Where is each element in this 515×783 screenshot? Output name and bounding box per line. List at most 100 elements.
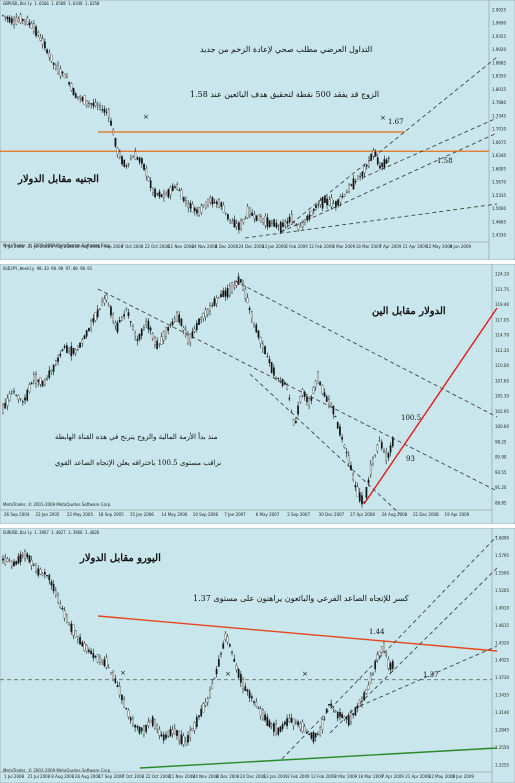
- eurusd-candle-body: [15, 560, 18, 565]
- eurusd-x-tick: 1 Jul 2008: [4, 774, 25, 779]
- usdjpy-candle-body: [264, 346, 266, 355]
- usdjpy-candle-body: [149, 327, 152, 331]
- eurusd-candle-body: [8, 560, 11, 562]
- eurusd-candle-body: [328, 704, 330, 706]
- gbpusd-candle-body: [335, 201, 337, 208]
- eurusd-candle-body: [376, 654, 379, 661]
- gbpusd-candle-body: [297, 224, 300, 230]
- eurusd-candle-body: [292, 718, 295, 726]
- eurusd-candle-body: [28, 555, 31, 563]
- eurusd-x-tick: 7 Oct 2008: [122, 774, 145, 779]
- usdjpy-candle-body: [277, 378, 280, 379]
- eurusd-candle-body: [266, 716, 269, 726]
- usdjpy-candle-body: [356, 486, 359, 497]
- usdjpy-candle-body: [26, 389, 29, 401]
- gbpusd-candle-body: [123, 159, 126, 167]
- gbpusd-y-tick: 1.5335: [492, 193, 506, 198]
- usdjpy-x-tick: 26 Sep 2004: [4, 512, 30, 517]
- eurusd-candle-body: [147, 721, 150, 726]
- eurusd-candle-body: [118, 686, 121, 696]
- gbpusd-candle-body: [81, 97, 84, 101]
- usdjpy-x-tick: 27 Apr 2008: [350, 512, 375, 517]
- eurusd-candle-body: [77, 636, 79, 640]
- eurusd-candle-body: [52, 584, 55, 592]
- eurusd-candle-body: [354, 707, 357, 716]
- eurusd-candle-body: [43, 572, 46, 575]
- usdjpy-y-tick: 114.70: [495, 333, 509, 338]
- eurusd-candle-body: [83, 643, 86, 651]
- gbpusd-x-tick: 8 Aug 2008: [51, 244, 75, 249]
- eurusd-candle-body: [363, 692, 366, 701]
- eurusd-candle-body: [70, 623, 73, 632]
- usdjpy-candle-body: [4, 402, 7, 409]
- eurusd-candle-body: [330, 703, 332, 707]
- usdjpy-candle-body: [317, 371, 319, 384]
- usdjpy-y-tick: 102.95: [495, 409, 509, 414]
- eurusd-candle-body: [24, 551, 26, 559]
- gbpusd-y-tick: 1.7680: [492, 100, 506, 105]
- usdjpy-candle-body: [262, 343, 264, 349]
- gbpusd-annotation-2: الزوج قد يفقد 500 نقطة لتحقيق هدف البائع…: [190, 90, 379, 99]
- gbpusd-candle-body: [262, 217, 264, 223]
- usdjpy-candle-body: [13, 391, 15, 393]
- gbpusd-candle-body: [154, 188, 156, 198]
- gbpusd-x-tick: 1 Jul 2008: [4, 244, 25, 249]
- gbpusd-candle-body: [352, 178, 355, 190]
- gbpusd-candle-body: [107, 109, 110, 118]
- eurusd-candle-body: [217, 659, 220, 667]
- gbpusd-candle-body: [383, 159, 386, 168]
- gbpusd-x-tick: 12 May 2009: [426, 244, 453, 249]
- usdjpy-candle-body: [328, 399, 330, 405]
- gbpusd-chart: GBPUSD,Daily 1.6566 1.6588 1.6348 1.6350…: [0, 0, 515, 260]
- usdjpy-candle-body: [222, 290, 225, 297]
- gbpusd-trend-line: [361, 117, 498, 179]
- usdjpy-candle-body: [319, 381, 321, 386]
- eurusd-candle-body: [255, 701, 258, 707]
- gbpusd-candle-body: [110, 120, 112, 126]
- usdjpy-candle-body: [63, 346, 66, 348]
- gbpusd-candle-body: [213, 202, 216, 204]
- gbpusd-x-tick: 2 Feb 2009: [285, 244, 308, 249]
- eurusd-x-tick: 3 Mar 2009: [334, 774, 357, 779]
- gbpusd-candle-body: [229, 218, 231, 221]
- gbpusd-candle-body: [374, 152, 377, 157]
- usdjpy-candle-body: [8, 393, 11, 402]
- usdjpy-candle-body: [10, 393, 13, 395]
- usdjpy-candle-body: [206, 309, 209, 315]
- eurusd-candle-body: [347, 715, 350, 726]
- usdjpy-y-tick: 93.55: [495, 470, 507, 475]
- eurusd-candle-body: [367, 685, 370, 690]
- usdjpy-candle-body: [358, 492, 361, 502]
- usdjpy-candle-body: [303, 391, 306, 397]
- usdjpy-candle-body: [297, 405, 299, 415]
- eurusd-candle-body: [184, 741, 187, 747]
- eurusd-candle-body: [275, 723, 277, 734]
- usdjpy-candle-body: [101, 301, 103, 306]
- gbpusd-candle-body: [238, 222, 240, 230]
- usdjpy-y-tick: 112.35: [495, 348, 509, 353]
- gbpusd-candle-body: [158, 191, 161, 197]
- usdjpy-candle-body: [35, 374, 37, 384]
- gbpusd-x-tick: 18 Mar 2009: [356, 244, 382, 249]
- gbpusd-x-tick: 22 Oct 2008: [145, 244, 170, 249]
- usdjpy-candle-body: [43, 379, 46, 386]
- gbpusd-candle-body: [6, 16, 9, 20]
- gbpusd-candle-body: [207, 198, 209, 206]
- usdjpy-trend-line: [249, 373, 401, 515]
- eurusd-y-tick: 1.2255: [495, 763, 509, 768]
- eurusd-candle-body: [352, 713, 355, 716]
- eurusd-candle-body: [198, 715, 200, 718]
- usdjpy-candle-body: [189, 334, 192, 343]
- eurusd-candle-body: [173, 728, 176, 735]
- gbpusd-candle-body: [147, 177, 150, 181]
- gbpusd-candle-body: [33, 23, 35, 32]
- usdjpy-panel: USDJPY,Weekly 98.43 98.98 97.00 98.91 Me…: [0, 264, 515, 524]
- eurusd-candle-body: [127, 710, 130, 717]
- usdjpy-x-tick: 23 Jan 2005: [35, 512, 59, 517]
- eurusd-candle-body: [4, 557, 7, 565]
- gbpusd-candle-body: [350, 184, 353, 186]
- usdjpy-header: USDJPY,Weekly 98.43 98.98 97.00 98.91: [3, 266, 93, 271]
- eurusd-candle-body: [239, 674, 242, 683]
- eurusd-y-tick: 1.4025: [495, 658, 509, 663]
- gbpusd-cross-marker: ×: [380, 114, 386, 122]
